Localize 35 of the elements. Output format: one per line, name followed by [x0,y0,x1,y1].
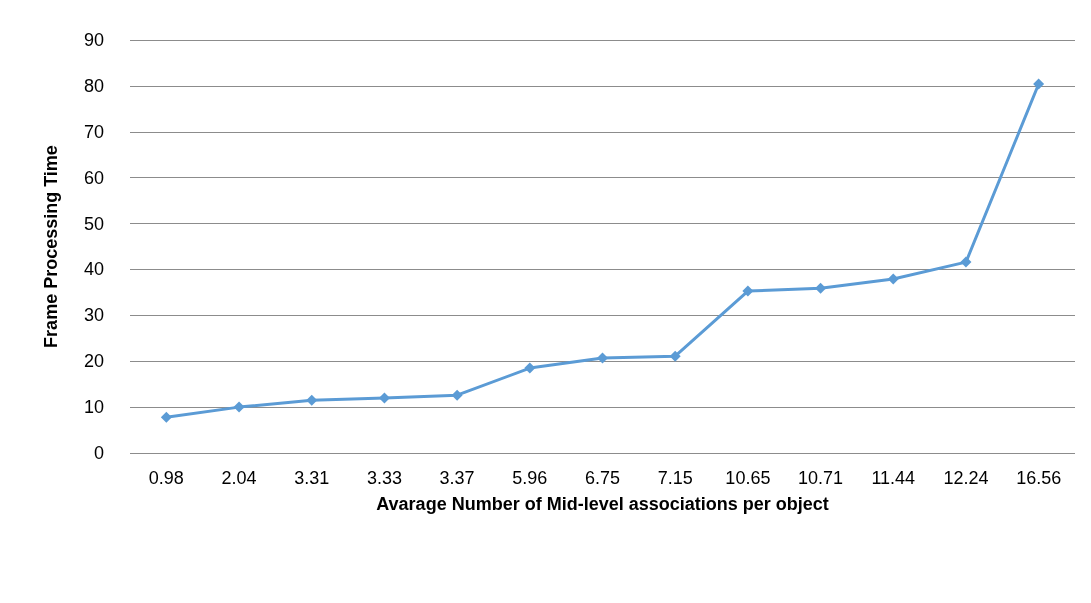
x-tick-label: 3.33 [366,468,402,488]
y-tick-label: 50 [83,213,104,234]
point [160,411,172,423]
x-tick-label: 7.15 [657,468,693,488]
point [960,256,972,268]
x-tick-label: 3.31 [294,468,330,488]
x-tick-label: 3.37 [439,468,475,488]
y-tick-label: 90 [83,30,104,50]
point [306,394,318,406]
x-axis-title: Avarage Number of Mid-level associations per object [376,494,829,514]
x-tick-label: 10.65 [725,468,771,488]
point [524,362,536,374]
point [742,285,754,297]
y-tick-label: 60 [83,167,104,188]
x-tick-label: 0.98 [148,468,184,488]
x-tick-label: 5.96 [512,468,548,488]
x-tick-label: 6.75 [584,468,621,488]
y-tick-label: 40 [83,259,104,280]
point [887,273,899,285]
point [815,282,827,294]
y-tick-label: 20 [83,351,104,372]
x-tick-label: 16.56 [1016,468,1062,488]
y-tick-label: 80 [83,75,104,96]
point [597,352,608,364]
y-axis-title: Frame Processing Time [41,145,61,348]
point [1033,78,1045,90]
x-tick-label: 2.04 [221,468,257,488]
x-tick-label: 11.44 [871,468,916,488]
x-tick-label: 12.24 [943,468,989,488]
y-tick-label: 30 [83,305,104,326]
point [233,401,245,413]
x-tick-label: 10.71 [798,468,844,488]
y-tick-label: 70 [83,121,104,142]
y-tick-label: 0 [93,443,104,463]
y-tick-label: 10 [83,397,104,418]
